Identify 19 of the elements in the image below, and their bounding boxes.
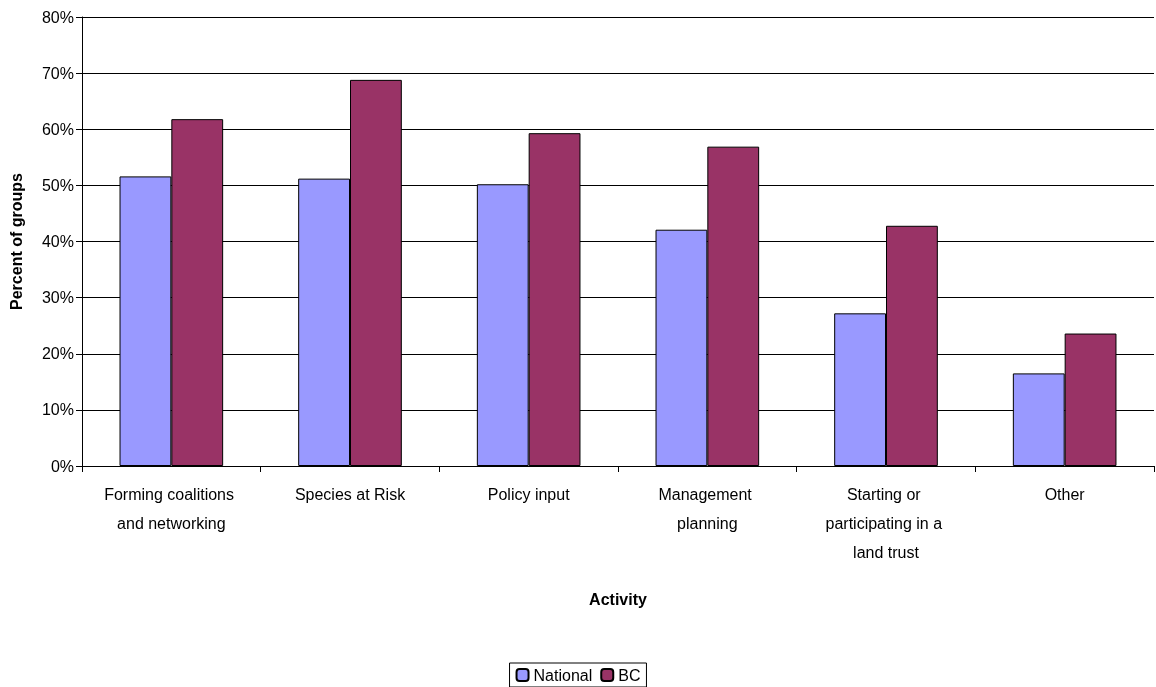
y-tick-label: 50%	[41, 176, 74, 194]
x-tick-label: Forming coalitions and networking	[104, 486, 239, 532]
legend-label: National	[533, 666, 593, 684]
y-axis-title: Percent of groups	[7, 172, 25, 310]
x-tick-label: Starting or participating in a land trust	[825, 486, 947, 561]
x-tick-label: Management planning	[658, 486, 757, 532]
x-tick-label: Policy input	[487, 486, 571, 503]
x-axis-title: Activity	[589, 590, 647, 608]
y-tick-label: 80%	[41, 8, 74, 26]
y-tick-label: 20%	[41, 345, 74, 363]
y-tick-label: 0%	[50, 457, 74, 475]
y-tick-label: 10%	[41, 401, 74, 419]
x-tick-label: Species at Risk	[294, 486, 407, 503]
y-tick-label: 60%	[41, 120, 74, 138]
x-tick-label: Other	[1044, 486, 1086, 503]
y-tick-label: 70%	[41, 64, 74, 82]
y-tick-label: 40%	[41, 233, 74, 250]
y-tick-label: 30%	[41, 289, 74, 307]
legend-label: BC	[618, 666, 641, 684]
